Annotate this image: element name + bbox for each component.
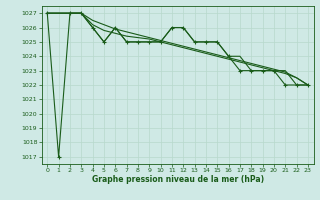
X-axis label: Graphe pression niveau de la mer (hPa): Graphe pression niveau de la mer (hPa) bbox=[92, 175, 264, 184]
